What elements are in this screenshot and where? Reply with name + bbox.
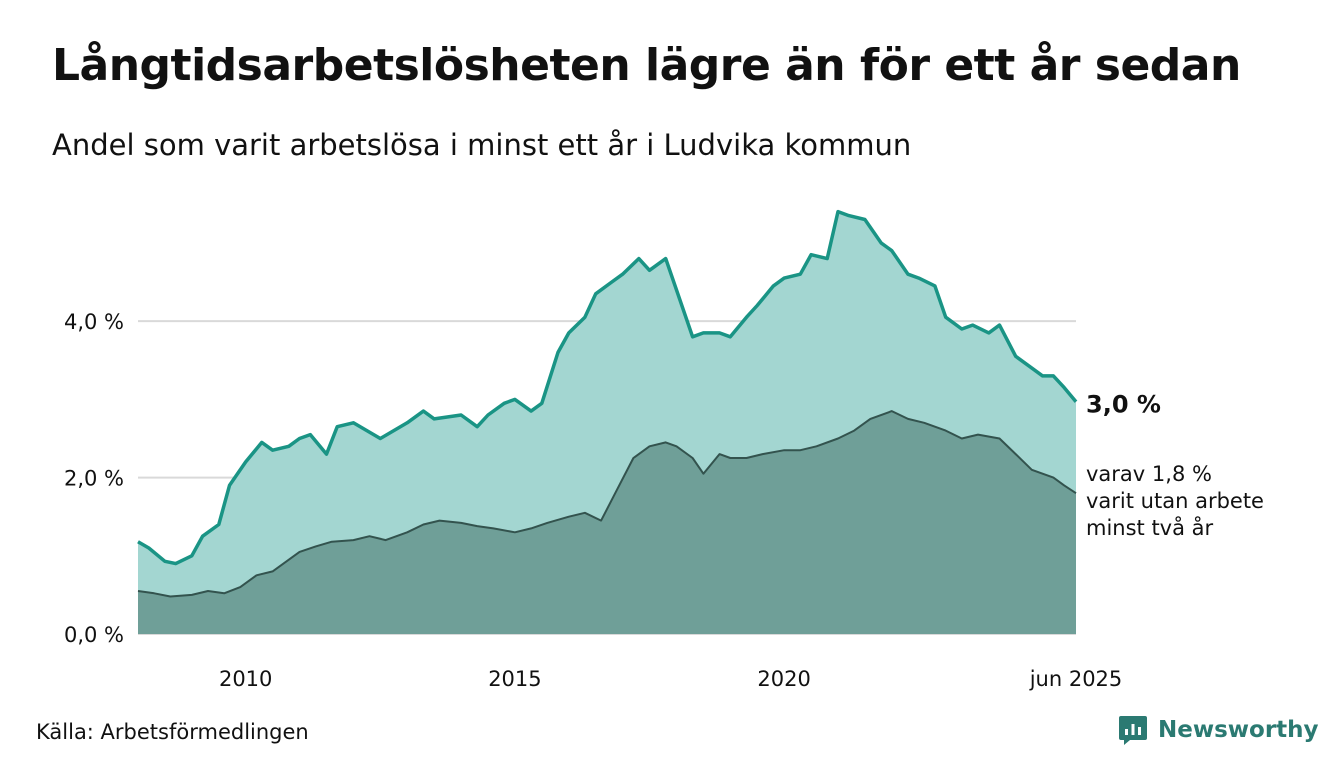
- chart-subtitle: Andel som varit arbetslösa i minst ett å…: [52, 128, 912, 162]
- x-tick-label: 2015: [488, 667, 541, 691]
- series-areas: [137, 209, 1078, 634]
- series-1-end-label: 3,0 %: [1086, 391, 1161, 419]
- x-tick-label: jun 2025: [1029, 667, 1123, 691]
- x-axis-ticks: 2010 2015 2020 jun 2025: [219, 667, 1122, 691]
- y-tick-label: 4,0 %: [64, 310, 124, 334]
- series-2-line: [137, 410, 1077, 598]
- x-tick-label: 2020: [757, 667, 810, 691]
- series-2-area: [138, 411, 1076, 634]
- chart-title: Långtidsarbetslösheten lägre än för ett …: [52, 40, 1241, 91]
- series-2-end-label: varav 1,8 %: [1086, 462, 1212, 486]
- brand-name: Newsworthy: [1158, 717, 1319, 743]
- series-2-end-label: varit utan arbete: [1086, 489, 1264, 513]
- brand-logo[interactable]: Newsworthy: [1118, 714, 1319, 746]
- x-tick-label: 2010: [219, 667, 272, 691]
- newsworthy-logo-icon: [1119, 716, 1147, 745]
- series-1-line: [137, 209, 1078, 566]
- source-note: Källa: Arbetsförmedlingen: [36, 720, 309, 744]
- y-tick-label: 0,0 %: [64, 623, 124, 647]
- y-tick-label: 2,0 %: [64, 467, 124, 491]
- y-axis-ticks: 0,0 % 2,0 % 4,0 %: [64, 310, 124, 647]
- series-2-end-label: minst två år: [1086, 515, 1214, 540]
